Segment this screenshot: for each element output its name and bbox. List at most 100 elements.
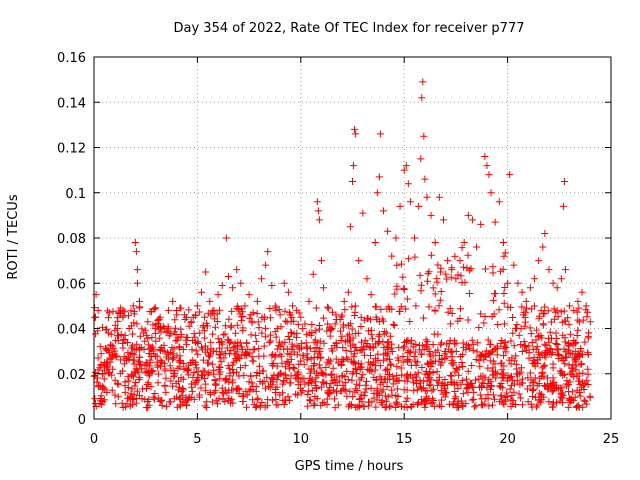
data-point xyxy=(189,313,197,321)
data-point xyxy=(405,255,413,263)
data-point xyxy=(226,350,234,358)
data-point xyxy=(320,378,328,386)
data-point xyxy=(358,338,366,346)
data-point xyxy=(341,379,349,387)
data-point xyxy=(248,379,256,387)
data-point xyxy=(575,304,583,312)
data-point xyxy=(333,381,341,389)
data-point xyxy=(443,275,451,283)
data-point xyxy=(224,362,232,370)
data-point xyxy=(435,352,443,360)
data-point xyxy=(427,211,435,219)
data-point xyxy=(554,385,562,393)
data-point xyxy=(338,387,346,395)
data-point xyxy=(477,310,485,318)
data-point xyxy=(255,324,263,332)
data-point xyxy=(240,391,248,399)
data-point xyxy=(528,338,536,346)
data-point xyxy=(359,209,367,217)
data-point xyxy=(441,350,449,358)
data-point xyxy=(329,364,337,372)
data-point xyxy=(98,323,106,331)
data-point xyxy=(358,398,366,406)
data-point xyxy=(348,325,356,333)
data-point xyxy=(427,362,435,370)
data-point xyxy=(303,331,311,339)
data-point xyxy=(191,379,199,387)
data-point xyxy=(121,388,129,396)
data-point xyxy=(135,375,143,383)
data-point xyxy=(97,397,105,405)
data-point xyxy=(272,386,280,394)
data-point xyxy=(358,374,366,382)
data-point xyxy=(577,384,585,392)
data-point xyxy=(315,216,323,224)
data-point xyxy=(552,329,560,337)
data-point xyxy=(542,341,550,349)
data-point xyxy=(101,385,109,393)
data-point xyxy=(537,392,545,400)
data-point xyxy=(467,265,475,273)
data-point xyxy=(372,403,380,411)
data-point xyxy=(486,385,494,393)
data-point xyxy=(252,372,260,380)
data-point xyxy=(572,366,580,374)
data-point xyxy=(413,358,421,366)
data-point xyxy=(400,284,408,292)
data-point xyxy=(341,338,349,346)
data-point xyxy=(301,380,309,388)
data-point xyxy=(533,343,541,351)
data-point xyxy=(184,371,192,379)
data-point xyxy=(194,350,202,358)
data-point xyxy=(287,379,295,387)
data-point xyxy=(546,328,554,336)
data-point xyxy=(176,402,184,410)
data-point xyxy=(133,320,141,328)
data-point xyxy=(286,309,294,317)
data-point xyxy=(158,396,166,404)
data-point xyxy=(245,291,253,299)
data-point xyxy=(484,336,492,344)
data-point xyxy=(100,375,108,383)
data-point xyxy=(238,346,246,354)
data-point xyxy=(399,273,407,281)
data-point xyxy=(169,366,177,374)
data-point xyxy=(281,338,289,346)
data-point xyxy=(549,360,557,368)
data-point xyxy=(497,340,505,348)
data-point xyxy=(317,257,325,265)
data-point xyxy=(553,346,561,354)
chart-title: Day 354 of 2022, Rate Of TEC Index for r… xyxy=(174,21,525,36)
data-point xyxy=(329,386,337,394)
data-point xyxy=(467,380,475,388)
data-point xyxy=(372,355,380,363)
data-point xyxy=(410,387,418,395)
data-point xyxy=(561,360,569,368)
data-point xyxy=(342,347,350,355)
data-point xyxy=(526,369,534,377)
data-point xyxy=(375,391,383,399)
data-point xyxy=(147,383,155,391)
data-point xyxy=(202,380,210,388)
data-point xyxy=(271,353,279,361)
data-point xyxy=(496,398,504,406)
plot-frame xyxy=(93,56,612,420)
data-point xyxy=(247,331,255,339)
data-point xyxy=(111,391,119,399)
data-point xyxy=(429,340,437,348)
data-point xyxy=(190,368,198,376)
data-point xyxy=(468,396,476,404)
data-point xyxy=(348,376,356,384)
data-point xyxy=(421,175,429,183)
data-point xyxy=(409,374,417,382)
data-point xyxy=(513,377,521,385)
data-point xyxy=(558,391,566,399)
data-point xyxy=(452,347,460,355)
data-point xyxy=(104,314,112,322)
data-point xyxy=(239,327,247,335)
data-point xyxy=(97,392,105,400)
data-point xyxy=(521,343,529,351)
data-point xyxy=(144,379,152,387)
data-point xyxy=(299,352,307,360)
data-point xyxy=(574,402,582,410)
